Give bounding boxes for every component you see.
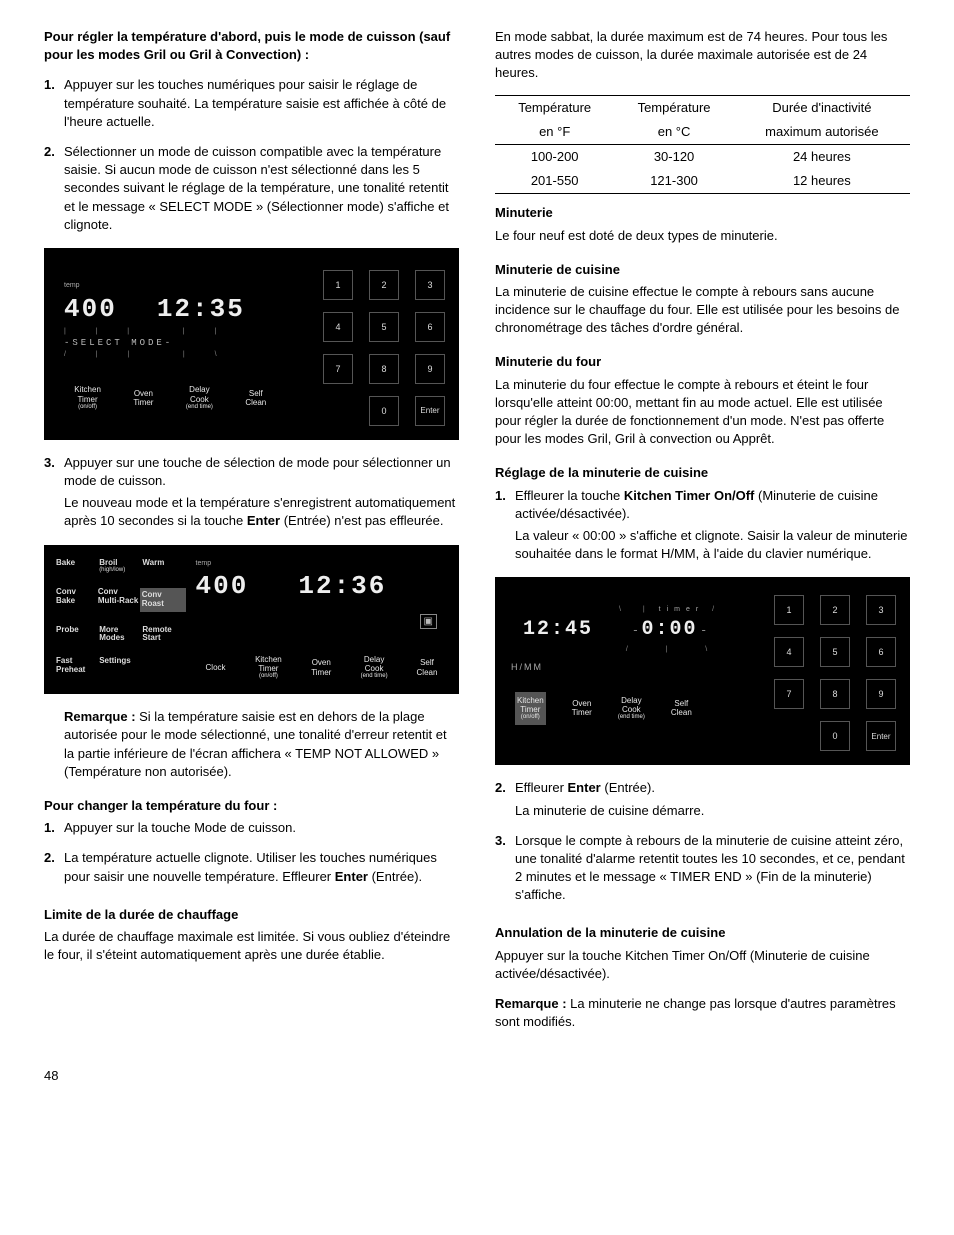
select-mode-text: -SELECT MODE- (64, 337, 276, 350)
temp-display: 400 (196, 568, 249, 604)
keypad-key: 1 (323, 270, 353, 300)
oven-icon: ▣ (420, 614, 437, 629)
mode-button: Probe (56, 626, 99, 644)
panel-button: OvenTimer (572, 692, 592, 725)
step-text: Sélectionner un mode de cuisson compatib… (64, 143, 459, 234)
keypad-key: 0 (820, 721, 850, 751)
panel-button: DelayCook(end time) (186, 385, 213, 410)
panel-button: KitchenTimer(on/off) (248, 655, 288, 680)
panel-button: KitchenTimer(on/off) (74, 385, 101, 410)
keypad-key: 6 (866, 637, 896, 667)
clock-display: 12:45 (523, 616, 593, 644)
keypad-key: 8 (369, 354, 399, 384)
oven-panel-modes: BakeBroil(high/low)Warm ConvBakeConvMulti… (44, 545, 459, 695)
tick-marks: / | | | \ (64, 350, 276, 360)
temp-display: 400 (64, 291, 117, 327)
heading-cancel-timer: Annulation de la minuterie de cuisine (495, 924, 910, 942)
heading-oven-timer: Minuterie du four (495, 353, 910, 371)
keypad-key: Enter (415, 396, 445, 426)
step-text: Appuyer sur une touche de sélection de m… (64, 454, 459, 490)
clock-display: 12:35 (157, 291, 245, 327)
oven-panel-timer: 12:45 \ | timer / -0:00- / | \ H/MM Kitc… (495, 577, 910, 765)
oven-panel-select-mode: temp 400 12:35 | | | | | -SELECT MODE- /… (44, 248, 459, 440)
oven-timer-text: La minuterie du four effectue le compte … (495, 376, 910, 449)
mode-button (142, 657, 185, 675)
step-text: Appuyer sur les touches numériques pour … (64, 76, 459, 131)
keypad-key: 3 (415, 270, 445, 300)
mode-button: RemoteStart (142, 626, 185, 644)
keypad-key: 4 (774, 637, 804, 667)
cancel-timer-text: Appuyer sur la touche Kitchen Timer On/O… (495, 947, 910, 983)
keypad-key: 7 (323, 354, 353, 384)
panel-button: OvenTimer (301, 655, 341, 680)
mode-button: ConvRoast (140, 588, 186, 612)
note-timer-unchanged: Remarque : La minuterie ne change pas lo… (495, 995, 910, 1031)
two-column-layout: Pour régler la température d'abord, puis… (44, 28, 910, 1037)
keypad-key: 3 (866, 595, 896, 625)
sabbath-intro: En mode sabbat, la durée maximum est de … (495, 28, 910, 83)
heading-set-temp-first: Pour régler la température d'abord, puis… (44, 28, 459, 64)
keypad-key: 2 (369, 270, 399, 300)
step-num: 3. (44, 454, 64, 535)
keypad-key: 0 (369, 396, 399, 426)
mode-button: FastPreheat (56, 657, 99, 675)
note-temp-not-allowed: Remarque : Si la température saisie est … (64, 708, 459, 781)
heading-change-temp: Pour changer la température du four : (44, 797, 459, 815)
keypad-key: 8 (820, 679, 850, 709)
left-column: Pour régler la température d'abord, puis… (44, 28, 459, 1037)
mode-button: Settings (99, 657, 142, 675)
keypad-key: 4 (323, 312, 353, 342)
keypad-key: 5 (369, 312, 399, 342)
mode-button: MoreModes (99, 626, 142, 644)
keypad-key: 1 (774, 595, 804, 625)
panel-button: OvenTimer (133, 385, 153, 410)
keypad-key: 2 (820, 595, 850, 625)
kitchen-timer-text: La minuterie de cuisine effectue le comp… (495, 283, 910, 338)
page-number: 48 (44, 1067, 910, 1085)
heading-set-kitchen-timer: Réglage de la minuterie de cuisine (495, 464, 910, 482)
heading-heat-limit: Limite de la durée de chauffage (44, 906, 459, 924)
panel-button: SelfClean (245, 385, 266, 410)
panel-button: SelfClean (671, 692, 692, 725)
set-timer-steps: 1. Effleurer la touche Kitchen Timer On/… (495, 487, 910, 568)
mode-button: ConvMulti-Rack (98, 588, 140, 612)
panel-button: SelfClean (407, 655, 447, 680)
clock-display: 12:36 (298, 568, 386, 604)
timer-display: 0:00 (642, 616, 698, 644)
mode-button: Warm (142, 559, 185, 574)
step-text: Le nouveau mode et la température s'enre… (64, 494, 459, 530)
panel-button: DelayCook(end time) (354, 655, 394, 680)
keypad-key: 7 (774, 679, 804, 709)
right-column: En mode sabbat, la durée maximum est de … (495, 28, 910, 1037)
set-timer-steps-cont: 2. Effleurer Enter (Entrée). La minuteri… (495, 779, 910, 908)
minuterie-text: Le four neuf est doté de deux types de m… (495, 227, 910, 245)
change-temp-steps: 1.Appuyer sur la touche Mode de cuisson.… (44, 819, 459, 890)
heading-minuterie: Minuterie (495, 204, 910, 222)
steps-list-1: 1. Appuyer sur les touches numériques po… (44, 76, 459, 238)
temp-label: temp (64, 281, 276, 291)
keypad-key: 6 (415, 312, 445, 342)
keypad-key: 9 (866, 679, 896, 709)
hmm-label: H/MM (511, 661, 741, 674)
keypad-key: 5 (820, 637, 850, 667)
panel-button: DelayCook(end time) (618, 692, 645, 725)
step-num: 1. (44, 76, 64, 135)
temp-duration-table: TempératureTempératureDurée d'inactivité… (495, 95, 910, 195)
panel-button: KitchenTimer(on/off) (515, 692, 546, 725)
heat-limit-text: La durée de chauffage maximale est limit… (44, 928, 459, 964)
heading-kitchen-timer: Minuterie de cuisine (495, 261, 910, 279)
mode-button: Bake (56, 559, 99, 574)
keypad-key: 9 (415, 354, 445, 384)
steps-list-1b: 3. Appuyer sur une touche de sélection d… (44, 454, 459, 535)
mode-button: Broil(high/low) (99, 559, 142, 574)
tick-marks: | | | | | (64, 327, 276, 337)
mode-button: ConvBake (56, 588, 98, 612)
panel-button: Clock (196, 655, 236, 680)
keypad-key: Enter (866, 721, 896, 751)
step-num: 2. (44, 143, 64, 238)
temp-label: temp (196, 559, 447, 569)
